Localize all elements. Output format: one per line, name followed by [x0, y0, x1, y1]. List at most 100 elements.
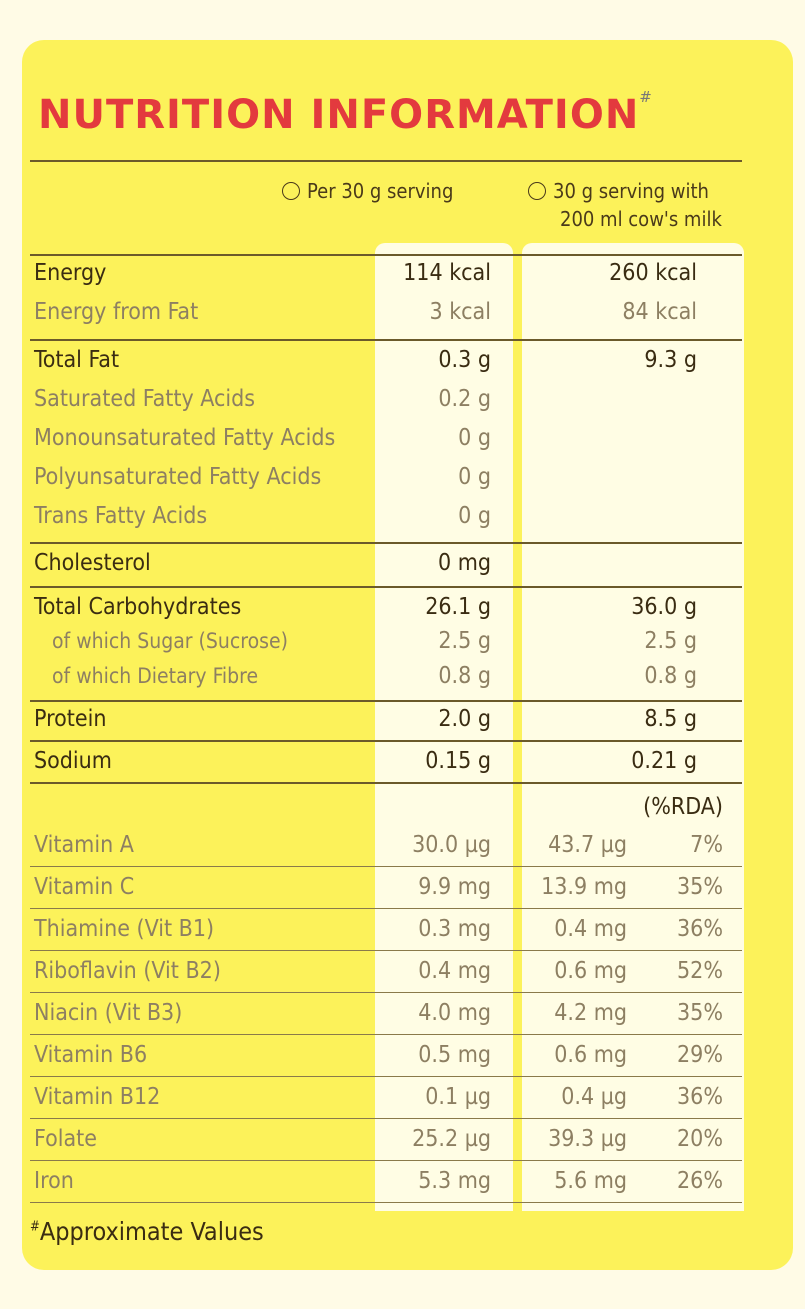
- vitamin-per-serving: 0.1 µg: [425, 1084, 491, 1110]
- vitamin-per-serving: 0.4 mg: [418, 958, 491, 984]
- vitamin-label: Vitamin B12: [34, 1084, 161, 1110]
- row-divider: [30, 1118, 742, 1119]
- row-divider: [30, 740, 742, 742]
- vitamin-with-milk: 0.6 mg: [554, 958, 627, 984]
- protein-with-milk: 8.5 g: [644, 706, 697, 732]
- circle-icon: [282, 182, 300, 200]
- vitamin-label: Niacin (Vit B3): [34, 1000, 183, 1026]
- vitamin-with-milk: 39.3 µg: [548, 1126, 627, 1152]
- total-fat-label: Total Fat: [34, 347, 120, 373]
- energy-per-serving: 114 kcal: [403, 260, 491, 286]
- row-divider: [30, 782, 742, 784]
- row-divider: [30, 339, 742, 341]
- fibre-per-serving: 0.8 g: [438, 663, 491, 689]
- total-fat-with-milk: 9.3 g: [644, 347, 697, 373]
- vitamin-rda: 35%: [677, 1000, 723, 1026]
- protein-label: Protein: [34, 706, 107, 732]
- vitamin-rda: 7%: [690, 832, 723, 858]
- vitamin-rda: 36%: [677, 1084, 723, 1110]
- vitamin-label: Thiamine (Vit B1): [34, 916, 215, 942]
- vitamin-rda: 35%: [677, 874, 723, 900]
- sodium-per-serving: 0.15 g: [425, 748, 491, 774]
- energy-label: Energy: [34, 260, 107, 286]
- sugar-per-serving: 2.5 g: [438, 628, 491, 654]
- circle-icon: [528, 182, 546, 200]
- saturated-fat-per-serving: 0.2 g: [438, 386, 491, 412]
- energy-fat-label: Energy from Fat: [34, 299, 199, 325]
- vitamin-rda: 29%: [677, 1042, 723, 1068]
- trans-fat-label: Trans Fatty Acids: [34, 503, 208, 529]
- vitamin-rda: 52%: [677, 958, 723, 984]
- cholesterol-label: Cholesterol: [34, 550, 151, 576]
- cholesterol-per-serving: 0 mg: [437, 550, 491, 576]
- vitamin-label: Folate: [34, 1126, 98, 1152]
- vitamin-with-milk: 0.6 mg: [554, 1042, 627, 1068]
- energy-fat-per-serving: 3 kcal: [429, 299, 491, 325]
- sodium-label: Sodium: [34, 748, 112, 774]
- protein-per-serving: 2.0 g: [438, 706, 491, 732]
- monounsaturated-fat-per-serving: 0 g: [458, 425, 491, 451]
- polyunsaturated-fat-label: Polyunsaturated Fatty Acids: [34, 464, 322, 490]
- row-divider: [30, 254, 742, 256]
- vitamin-label: Iron: [34, 1168, 74, 1194]
- fibre-with-milk: 0.8 g: [644, 663, 697, 689]
- vitamin-with-milk: 0.4 mg: [554, 916, 627, 942]
- saturated-fat-label: Saturated Fatty Acids: [34, 386, 256, 412]
- sugar-label: of which Sugar (Sucrose): [52, 629, 288, 653]
- footnote-mark: #: [30, 1219, 40, 1235]
- vitamin-with-milk: 13.9 mg: [541, 874, 627, 900]
- row-divider: [30, 950, 742, 951]
- vitamin-per-serving: 0.3 mg: [418, 916, 491, 942]
- energy-fat-with-milk: 84 kcal: [622, 299, 697, 325]
- vitamin-per-serving: 30.0 µg: [412, 832, 491, 858]
- row-divider: [30, 1076, 742, 1077]
- row-divider: [30, 908, 742, 909]
- vitamin-label: Vitamin A: [34, 832, 134, 858]
- vitamin-per-serving: 4.0 mg: [418, 1000, 491, 1026]
- title-text: NUTRITION INFORMATION: [38, 92, 640, 138]
- vitamin-with-milk: 5.6 mg: [554, 1168, 627, 1194]
- vitamin-with-milk: 43.7 µg: [548, 832, 627, 858]
- footnote-text: Approximate Values: [39, 1217, 264, 1246]
- fibre-label: of which Dietary Fibre: [52, 664, 259, 688]
- monounsaturated-fat-label: Monounsaturated Fatty Acids: [34, 425, 336, 451]
- footnote: #Approximate Values: [30, 1217, 264, 1246]
- row-divider: [30, 586, 742, 588]
- header-per-serving: Per 30 g serving: [282, 180, 453, 202]
- carbohydrates-per-serving: 26.1 g: [425, 594, 491, 620]
- vitamin-per-serving: 0.5 mg: [418, 1042, 491, 1068]
- row-divider: [30, 866, 742, 867]
- row-divider: [30, 1034, 742, 1035]
- row-divider: [30, 1160, 742, 1161]
- vitamin-with-milk: 0.4 µg: [561, 1084, 627, 1110]
- polyunsaturated-fat-per-serving: 0 g: [458, 464, 491, 490]
- page-title: NUTRITION INFORMATION#: [38, 88, 653, 138]
- vitamin-label: Vitamin B6: [34, 1042, 148, 1068]
- carbohydrates-with-milk: 36.0 g: [631, 594, 697, 620]
- rda-header: (%RDA): [643, 794, 723, 820]
- trans-fat-per-serving: 0 g: [458, 503, 491, 529]
- sugar-with-milk: 2.5 g: [644, 628, 697, 654]
- row-divider: [30, 1202, 742, 1203]
- vitamin-per-serving: 9.9 mg: [418, 874, 491, 900]
- sodium-with-milk: 0.21 g: [631, 748, 697, 774]
- column-with-milk-background: [522, 243, 744, 1211]
- vitamin-with-milk: 4.2 mg: [554, 1000, 627, 1026]
- row-divider: [30, 992, 742, 993]
- column-per-serving-background: [375, 243, 513, 1211]
- vitamin-per-serving: 25.2 µg: [412, 1126, 491, 1152]
- total-fat-per-serving: 0.3 g: [438, 347, 491, 373]
- energy-with-milk: 260 kcal: [609, 260, 697, 286]
- vitamin-per-serving: 5.3 mg: [418, 1168, 491, 1194]
- row-divider: [30, 700, 742, 702]
- header-with-milk: 30 g serving with: [528, 180, 709, 202]
- vitamin-rda: 36%: [677, 916, 723, 942]
- header-with-milk-line2: 200 ml cow's milk: [560, 207, 722, 231]
- vitamin-label: Riboflavin (Vit B2): [34, 958, 221, 984]
- carbohydrates-label: Total Carbohydrates: [34, 594, 242, 620]
- vitamin-rda: 26%: [677, 1168, 723, 1194]
- row-divider: [30, 542, 742, 544]
- title-divider: [30, 160, 742, 162]
- vitamin-label: Vitamin C: [34, 874, 135, 900]
- vitamin-rda: 20%: [677, 1126, 723, 1152]
